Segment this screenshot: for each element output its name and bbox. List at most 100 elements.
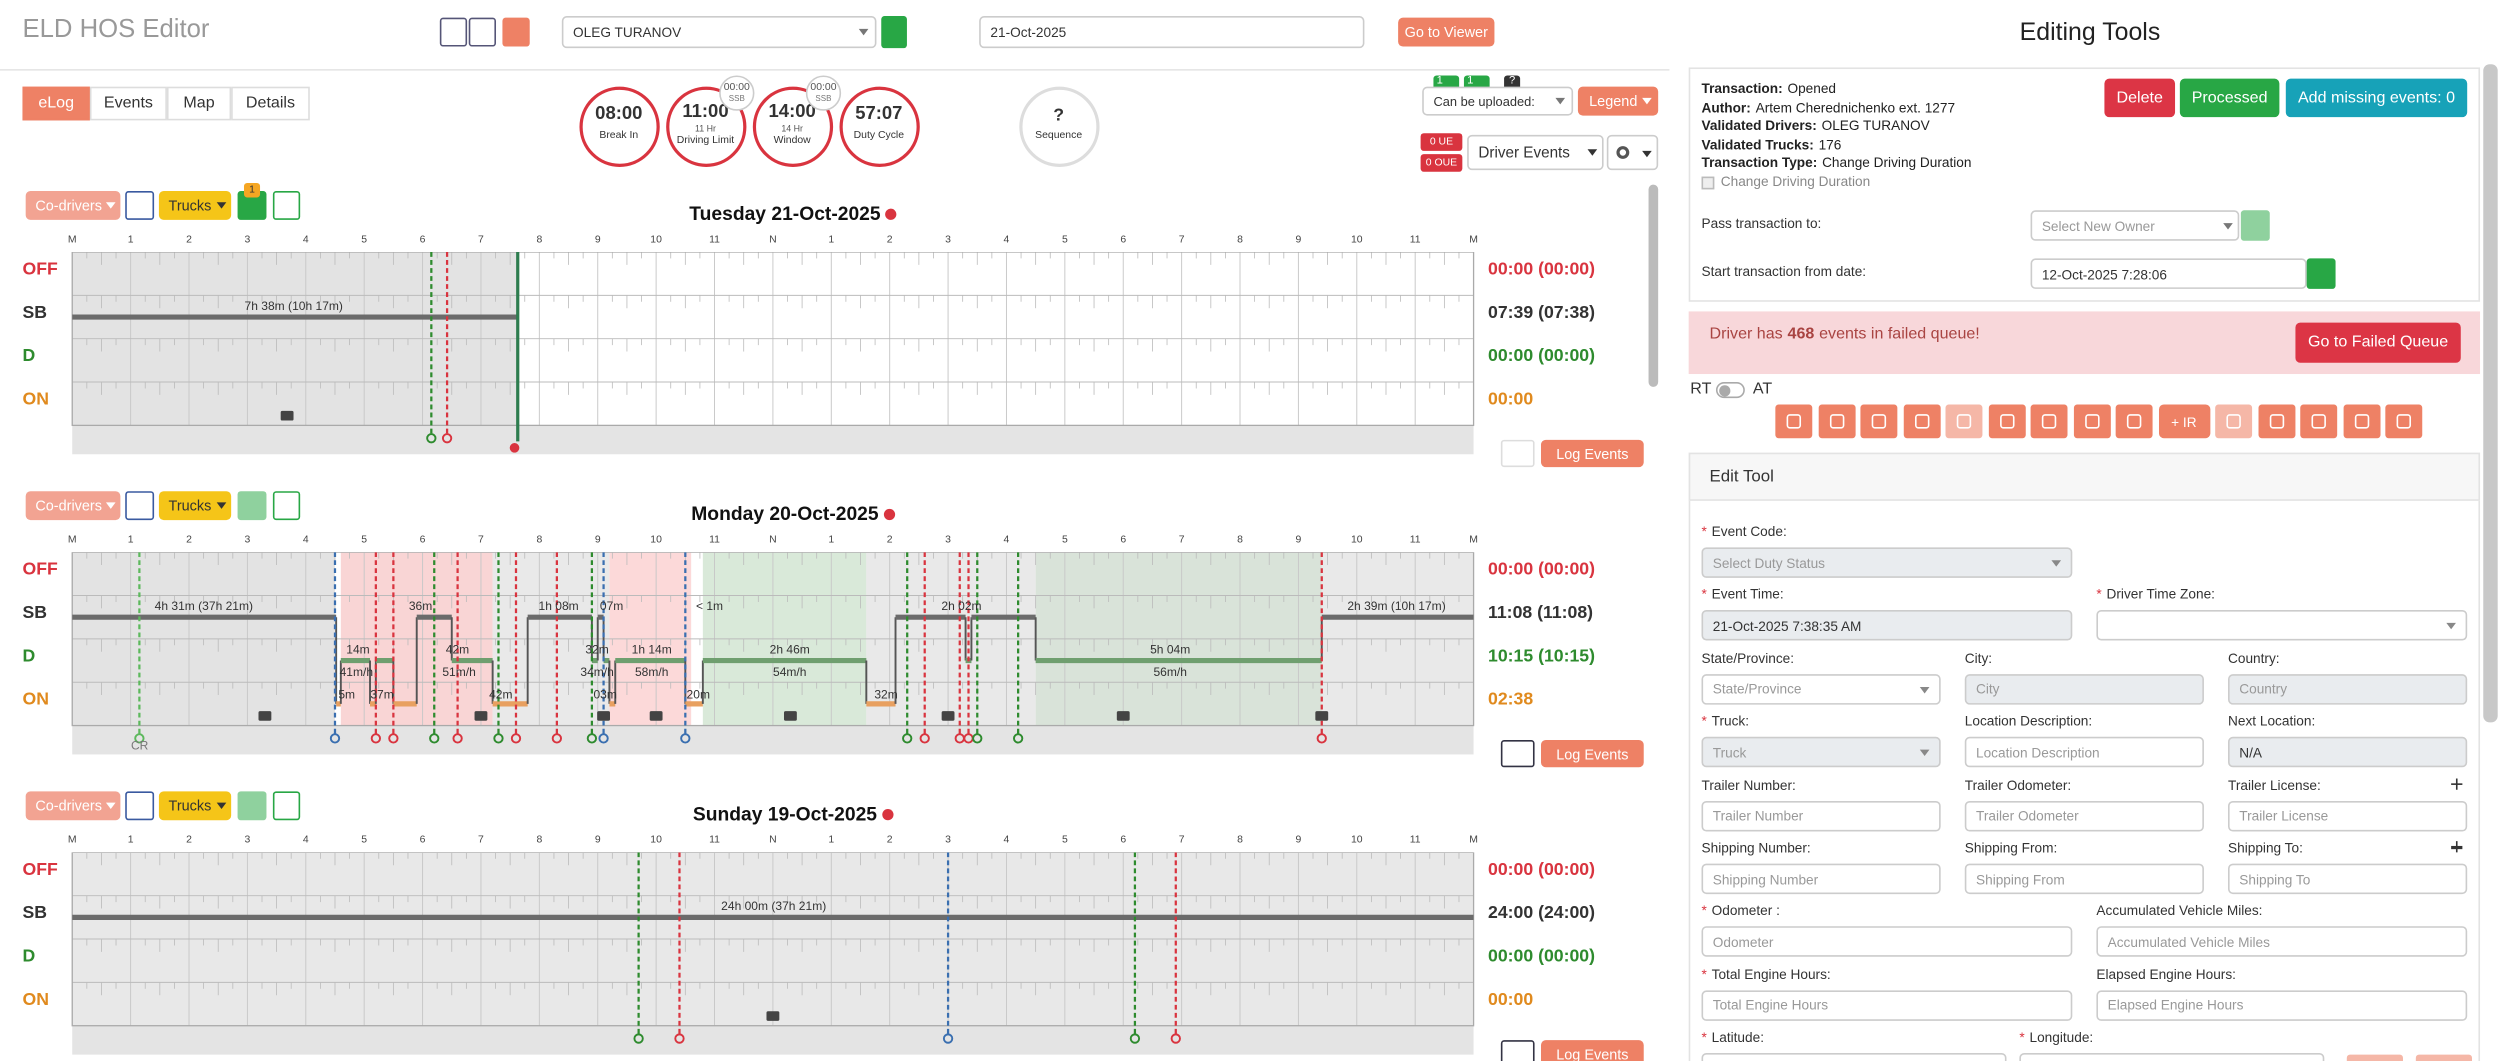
co-drivers-button[interactable]: Co-drivers bbox=[25, 191, 121, 220]
print-button[interactable] bbox=[237, 491, 267, 521]
input-field[interactable]: Shipping Number bbox=[1701, 863, 1941, 895]
confirm-button[interactable] bbox=[2306, 258, 2336, 289]
hour-label: 4 bbox=[1003, 834, 1010, 846]
tool-button[interactable] bbox=[2215, 404, 2253, 439]
comment-button[interactable] bbox=[1500, 739, 1535, 768]
sequence-label: Sequence bbox=[1035, 130, 1083, 142]
action-button[interactable]: Delete bbox=[2104, 78, 2176, 118]
select-field[interactable] bbox=[2096, 610, 2468, 642]
legend-button[interactable]: Legend bbox=[1577, 86, 1659, 116]
tab[interactable]: eLog bbox=[22, 86, 90, 121]
tool-icon bbox=[2396, 414, 2412, 429]
truck-button[interactable] bbox=[125, 491, 155, 521]
comment-button[interactable] bbox=[1500, 439, 1535, 468]
tool-button[interactable] bbox=[2342, 404, 2380, 439]
add-icon[interactable] bbox=[2455, 778, 2459, 790]
input-field[interactable]: Odometer bbox=[1701, 926, 2073, 958]
tool-button[interactable] bbox=[1775, 404, 1813, 439]
select-field[interactable]: Truck bbox=[1701, 737, 1941, 768]
hour-label: 4 bbox=[302, 534, 309, 546]
events-select[interactable]: Driver Events bbox=[1467, 134, 1604, 171]
coord-button[interactable] bbox=[2346, 1054, 2403, 1061]
input-field[interactable]: Trailer Odometer bbox=[1964, 800, 2204, 831]
driver-select[interactable]: OLEG TURANOV bbox=[561, 16, 877, 49]
input-field[interactable]: N/A bbox=[2228, 737, 2468, 768]
add-icon[interactable] bbox=[2455, 841, 2459, 853]
tool-button[interactable] bbox=[2073, 404, 2111, 439]
refresh-button[interactable] bbox=[272, 191, 301, 220]
tab[interactable]: Map bbox=[166, 86, 232, 121]
log-events-button[interactable]: Log Events bbox=[1540, 739, 1644, 768]
failed-queue-button[interactable]: Go to Failed Queue bbox=[2295, 322, 2461, 363]
tool-button[interactable] bbox=[1860, 404, 1898, 439]
tool-button[interactable] bbox=[1902, 404, 1940, 439]
truck-button[interactable] bbox=[125, 191, 155, 220]
tool-button[interactable] bbox=[1817, 404, 1855, 439]
tool-button[interactable] bbox=[2300, 404, 2338, 439]
input-field[interactable]: Elapsed Engine Hours bbox=[2096, 990, 2468, 1021]
refresh-button[interactable] bbox=[272, 491, 301, 521]
field-value: N/A bbox=[2239, 744, 2263, 761]
status-label: SB bbox=[22, 603, 48, 623]
tab[interactable]: Events bbox=[89, 86, 167, 121]
log-events-button[interactable]: Log Events bbox=[1540, 1040, 1644, 1061]
refresh-button[interactable] bbox=[272, 791, 301, 821]
date-input[interactable]: 21-Oct-2025 bbox=[979, 16, 1365, 49]
input-field[interactable]: Shipping From bbox=[1964, 863, 2204, 895]
input-field[interactable]: 21-Oct-2025 7:38:35 AM bbox=[1701, 610, 2073, 642]
tool-button[interactable] bbox=[1988, 404, 2025, 439]
input-field[interactable]: Accumulated Vehicle Miles bbox=[2096, 926, 2468, 958]
viewer-button[interactable]: Go to Viewer bbox=[1398, 17, 1495, 47]
comment-button[interactable] bbox=[1500, 1040, 1535, 1061]
start-input[interactable]: 12-Oct-2025 7:28:06 bbox=[2030, 258, 2307, 289]
confirm-button[interactable] bbox=[2240, 210, 2270, 241]
input-field[interactable]: Shipping To bbox=[2228, 863, 2468, 895]
hour-label: 7 bbox=[478, 234, 484, 246]
tool-button[interactable] bbox=[2385, 404, 2423, 439]
alert-count: 468 bbox=[1787, 325, 1815, 344]
co-drivers-button[interactable]: Co-drivers bbox=[25, 491, 121, 521]
coord-button[interactable] bbox=[2415, 1054, 2473, 1061]
settings-select[interactable] bbox=[1606, 134, 1659, 171]
action-button[interactable]: Add missing events: 0 bbox=[2285, 78, 2468, 118]
input-field[interactable]: Country bbox=[2228, 673, 2468, 705]
log-events-button[interactable]: Log Events bbox=[1540, 439, 1644, 468]
trucks-button[interactable]: Trucks bbox=[158, 191, 232, 220]
input-field[interactable] bbox=[2019, 1053, 2325, 1061]
tool-button[interactable] bbox=[2115, 404, 2153, 439]
input-field[interactable]: City bbox=[1964, 673, 2204, 705]
field-label: * Longitude: bbox=[2019, 1029, 2093, 1045]
icon-button[interactable] bbox=[468, 17, 497, 47]
label-text: Trailer Odometer: bbox=[1964, 776, 2072, 793]
input-field[interactable]: Location Description bbox=[1964, 737, 2204, 768]
tool-button[interactable]: + IR bbox=[2158, 404, 2210, 439]
hour-label: 5 bbox=[361, 234, 368, 246]
select-field[interactable]: Select Duty Status bbox=[1701, 547, 2073, 578]
event-icon bbox=[597, 711, 610, 721]
action-button[interactable]: Processed bbox=[2179, 78, 2280, 118]
co-drivers-button[interactable]: Co-drivers bbox=[25, 791, 121, 821]
driver-button[interactable] bbox=[881, 16, 907, 49]
tool-button[interactable] bbox=[2257, 404, 2295, 439]
input-field[interactable]: Total Engine Hours bbox=[1701, 990, 2073, 1021]
trucks-button[interactable]: Trucks bbox=[158, 791, 232, 821]
info-button[interactable] bbox=[502, 17, 530, 47]
truck-button[interactable] bbox=[125, 791, 155, 821]
print-button[interactable] bbox=[237, 791, 267, 821]
hour-label: 3 bbox=[945, 834, 951, 846]
toggle[interactable] bbox=[1715, 382, 1745, 399]
event-marker bbox=[1129, 1033, 1141, 1044]
status-label: D bbox=[22, 947, 36, 967]
tool-button[interactable] bbox=[1945, 404, 1983, 439]
icon-button[interactable] bbox=[439, 17, 468, 47]
select-field[interactable]: State/Province bbox=[1701, 673, 1941, 705]
upload-select[interactable]: Can be uploaded: bbox=[1422, 86, 1574, 116]
pass-select[interactable]: Select New Owner bbox=[2030, 210, 2240, 241]
label-text: Longitude: bbox=[2029, 1029, 2094, 1046]
tool-button[interactable] bbox=[2030, 404, 2068, 439]
input-field[interactable]: Trailer License bbox=[2228, 800, 2468, 831]
input-field[interactable]: Trailer Number bbox=[1701, 800, 1941, 831]
tab[interactable]: Details bbox=[231, 86, 310, 121]
trucks-button[interactable]: Trucks bbox=[158, 491, 232, 521]
input-field[interactable] bbox=[1701, 1053, 2007, 1061]
